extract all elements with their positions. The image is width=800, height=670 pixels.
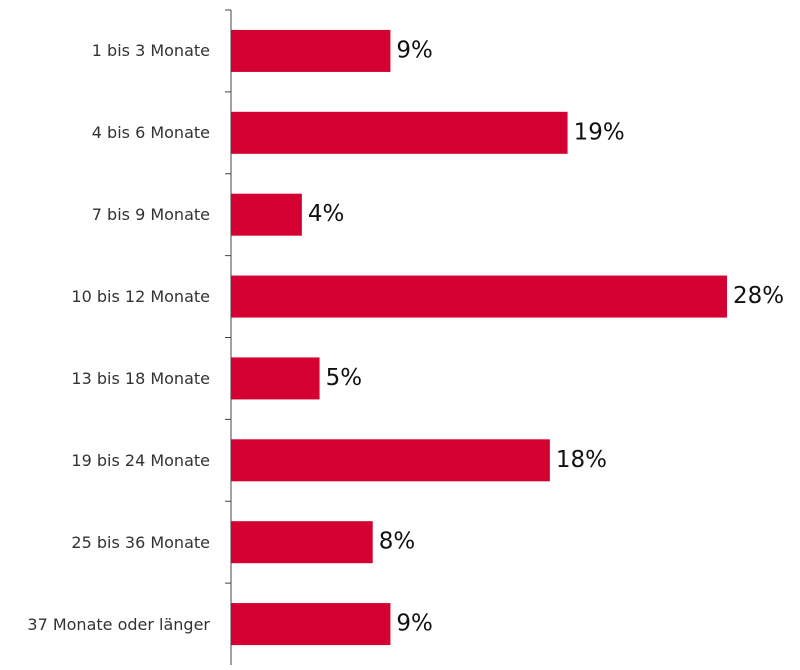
category-text: 37 Monate oder länger xyxy=(27,614,210,634)
bar xyxy=(231,275,727,318)
category-label: 7 bis 9 Monate xyxy=(10,174,210,256)
category-text: 19 bis 24 Monate xyxy=(71,450,210,470)
category-label: 1 bis 3 Monate xyxy=(10,10,210,92)
bar xyxy=(231,111,568,154)
bar xyxy=(231,29,391,72)
category-label: 4 bis 6 Monate xyxy=(10,92,210,174)
value-label: 9% xyxy=(396,611,433,637)
category-text: 13 bis 18 Monate xyxy=(71,368,210,388)
value-label: 5% xyxy=(326,365,363,391)
bar xyxy=(231,439,550,482)
category-label: 25 bis 36 Monate xyxy=(10,501,210,583)
value-label: 9% xyxy=(396,37,433,63)
bar xyxy=(231,193,302,236)
category-label: 10 bis 12 Monate xyxy=(10,256,210,338)
bar xyxy=(231,603,391,646)
value-label: 19% xyxy=(574,119,625,145)
value-label: 8% xyxy=(379,529,416,555)
category-label: 19 bis 24 Monate xyxy=(10,419,210,501)
bar xyxy=(231,357,320,400)
category-text: 1 bis 3 Monate xyxy=(91,41,210,61)
category-text: 4 bis 6 Monate xyxy=(91,123,210,143)
category-text: 10 bis 12 Monate xyxy=(71,287,210,307)
category-label: 37 Monate oder länger xyxy=(10,583,210,665)
category-text: 7 bis 9 Monate xyxy=(91,205,210,225)
bar xyxy=(231,521,373,564)
value-label: 4% xyxy=(308,201,345,227)
value-label: 18% xyxy=(556,447,607,473)
category-label: 13 bis 18 Monate xyxy=(10,338,210,420)
category-text: 25 bis 36 Monate xyxy=(71,532,210,552)
value-label: 28% xyxy=(733,283,784,309)
